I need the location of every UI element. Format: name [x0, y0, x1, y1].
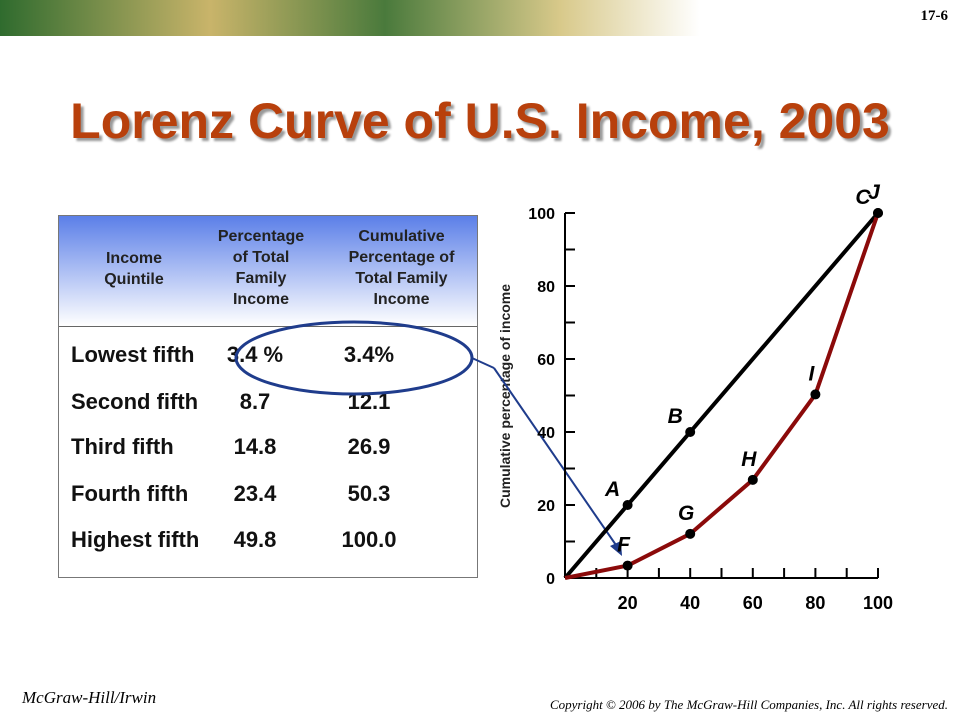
x-tick-label: 40 [680, 593, 700, 613]
point-label: J [868, 181, 881, 204]
line [564, 212, 880, 580]
table-cell: 50.3 [347, 481, 391, 506]
y-tick-label: 40 [537, 425, 555, 442]
point [622, 500, 633, 510]
x-tick-label: 60 [743, 593, 763, 613]
table-cell: Fourth fifth [71, 481, 189, 506]
x-tick-label: 20 [618, 593, 638, 613]
point [622, 560, 633, 571]
point [685, 528, 696, 539]
table-cell: 8.7 [239, 389, 271, 414]
table-cell: 49.8 [233, 527, 277, 552]
table-cell: Second fifth [71, 389, 199, 414]
footer-left: McGraw-Hill/Irwin [22, 688, 157, 707]
point [747, 474, 758, 485]
y-tick-label: 0 [546, 571, 555, 588]
point-label: A [604, 478, 620, 501]
point-label: G [678, 502, 694, 525]
header-cell: Cumulative Percentage of Total Family In… [348, 228, 455, 308]
header-cell: Percentage of Total Family Income [217, 228, 305, 308]
x-tick-label: 80 [805, 593, 825, 613]
arrow-head [610, 541, 622, 556]
header-cell: Income Quintile [104, 250, 164, 288]
footer-right: Copyright © 2006 by The McGraw-Hill Comp… [549, 697, 948, 712]
table-cell: 23.4 [233, 481, 277, 506]
x-tick-label: 100 [863, 593, 893, 613]
y-tick-label: 20 [537, 498, 555, 515]
table-cell: 3.4% [343, 342, 395, 367]
highlight-ellipse [234, 320, 474, 396]
table-cell: Third fifth [71, 434, 174, 459]
table-cell: 26.9 [347, 434, 391, 459]
point-label: I [808, 362, 815, 385]
banner [0, 0, 700, 36]
y-tick-label: 80 [537, 279, 555, 296]
point-label: H [741, 448, 757, 471]
point [685, 427, 696, 437]
arrow [493, 367, 619, 549]
table-cell: 100.0 [341, 527, 397, 552]
point [810, 389, 821, 400]
y-tick-label: 100 [528, 206, 555, 223]
y-axis-label: Cumulative percentage of income [497, 284, 513, 508]
table-cell: Highest fifth [71, 527, 200, 552]
point-label: B [668, 405, 683, 428]
table-cell: 14.8 [233, 434, 277, 459]
header-rule [59, 326, 477, 327]
point-label: F [617, 534, 631, 557]
point-label: C [855, 186, 871, 209]
table-cell: Lowest fifth [71, 342, 195, 367]
point [873, 208, 883, 218]
line [563, 211, 880, 580]
y-tick-label: 60 [537, 352, 555, 369]
title: Lorenz Curve of U.S. Income, 2003 [70, 93, 890, 149]
table-header [59, 216, 477, 326]
slide-number: 17-6 [920, 8, 949, 24]
arrow [471, 357, 495, 369]
table: Income Quintile Percentage of Total Fami… [58, 215, 478, 578]
